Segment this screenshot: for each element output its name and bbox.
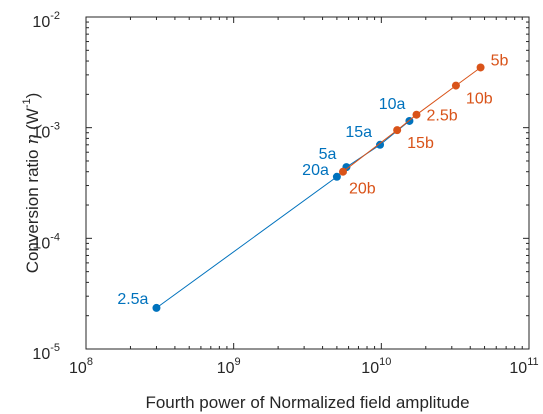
data-label: 20a — [302, 162, 329, 179]
x-tick-label: 108 — [69, 356, 93, 377]
y-axis-title: Conversion ratio η (W-1) — [21, 93, 43, 274]
axes — [85, 16, 530, 350]
data-label: 15a — [345, 124, 372, 141]
data-point — [476, 63, 485, 72]
data-point — [393, 126, 402, 135]
data-point — [376, 140, 385, 149]
data-label: 15b — [407, 135, 434, 152]
data-label: 20b — [349, 181, 376, 198]
data-label: 2.5a — [117, 291, 148, 308]
y-tick-label: 10-3 — [32, 121, 60, 142]
x-tick-label: 1011 — [509, 356, 538, 377]
axes-box — [85, 16, 530, 350]
x-axis-title: Fourth power of Normalized field amplitu… — [145, 393, 469, 412]
x-tick-label: 109 — [217, 356, 241, 377]
y-tick-label: 10-4 — [32, 231, 60, 252]
y-tick-label: 10-5 — [32, 342, 60, 363]
data-point — [451, 81, 460, 90]
data-point — [152, 303, 161, 312]
data-label: 5a — [319, 146, 337, 163]
series-line-1 — [156, 120, 410, 309]
data-point — [412, 110, 421, 119]
data-label: 2.5b — [426, 108, 457, 125]
data-label: 5b — [491, 52, 509, 69]
data-label: 10b — [466, 91, 493, 108]
data-point — [338, 167, 347, 176]
x-tick-label: 1010 — [361, 356, 391, 377]
axis-labels: 108 109 1010 1011 10-5 10-4 10-3 10-2 Fourth pow… — [21, 10, 539, 412]
y-tick-label: 10-2 — [32, 10, 60, 31]
data-point — [332, 172, 341, 181]
data-label: 10a — [379, 96, 406, 113]
